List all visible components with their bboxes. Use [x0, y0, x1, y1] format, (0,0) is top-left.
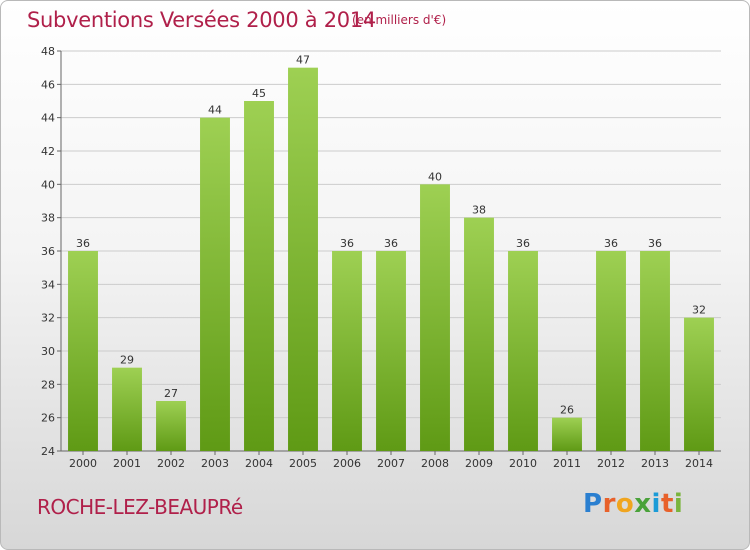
x-tick-label: 2001 [113, 457, 141, 470]
y-tick-label: 28 [41, 378, 55, 391]
x-tick-label: 2002 [157, 457, 185, 470]
bar[interactable] [420, 184, 450, 452]
y-tick-label: 24 [41, 445, 55, 458]
logo-letter: i [651, 489, 661, 519]
chart-title: Subventions Versées 2000 à 2014 [27, 8, 376, 32]
data-label: 36 [384, 237, 398, 250]
x-tick-label: 2011 [553, 457, 581, 470]
logo-letter: P [583, 489, 603, 519]
data-label: 32 [692, 304, 706, 317]
data-label: 36 [648, 237, 662, 250]
y-tick-label: 34 [41, 278, 55, 291]
y-tick-label: 36 [41, 245, 55, 258]
x-tick-label: 2006 [333, 457, 361, 470]
bar[interactable] [684, 317, 714, 451]
y-tick-label: 48 [41, 45, 55, 58]
x-tick-label: 2000 [69, 457, 97, 470]
data-label: 29 [120, 354, 134, 367]
bar[interactable] [112, 367, 142, 451]
place-name: ROCHE-LEZ-BEAUPRé [37, 495, 243, 519]
y-tick-label: 32 [41, 312, 55, 325]
x-tick-label: 2012 [597, 457, 625, 470]
bar[interactable] [376, 251, 406, 451]
logo-letter: t [660, 489, 674, 519]
data-label: 36 [516, 237, 530, 250]
data-label: 27 [164, 387, 178, 400]
bar[interactable] [640, 251, 670, 451]
bar[interactable] [508, 251, 538, 451]
bars [68, 67, 714, 452]
bar[interactable] [68, 251, 98, 451]
logo-letter: x [634, 489, 652, 519]
bar[interactable] [332, 251, 362, 451]
x-tick-label: 2010 [509, 457, 537, 470]
x-tick-label: 2005 [289, 457, 317, 470]
y-tick-label: 40 [41, 178, 55, 191]
data-label: 44 [208, 104, 222, 117]
x-tick-label: 2014 [685, 457, 713, 470]
x-tick-label: 2008 [421, 457, 449, 470]
bar[interactable] [464, 217, 494, 451]
bar[interactable] [552, 417, 582, 451]
logo-letter: o [615, 489, 635, 519]
y-tick-label: 26 [41, 412, 55, 425]
labels: 24 26 28 30 32 34 36 38 40 42 44 46 48 36 2000 29 2001 27… [41, 45, 713, 470]
x-tick-label: 2009 [465, 457, 493, 470]
y-tick-label: 38 [41, 212, 55, 225]
y-tick-label: 42 [41, 145, 55, 158]
x-tick-label: 2007 [377, 457, 405, 470]
logo-letter: i [673, 489, 684, 519]
proxiti-logo[interactable]: Proxiti [583, 489, 683, 519]
x-tick-label: 2004 [245, 457, 273, 470]
data-label: 36 [76, 237, 90, 250]
x-tick-label: 2013 [641, 457, 669, 470]
data-label: 38 [472, 204, 486, 217]
y-tick-label: 30 [41, 345, 55, 358]
x-tick-label: 2003 [201, 457, 229, 470]
data-label: 45 [252, 87, 266, 100]
data-label: 26 [560, 404, 574, 417]
bar[interactable] [244, 101, 274, 451]
bar[interactable] [200, 117, 230, 452]
chart-unit-subtitle: (en milliers d'€) [352, 13, 447, 27]
data-label: 36 [604, 237, 618, 250]
data-label: 47 [296, 54, 310, 67]
bar[interactable] [596, 251, 626, 451]
y-tick-label: 44 [41, 112, 55, 125]
y-tick-label: 46 [41, 78, 55, 91]
data-label: 40 [428, 170, 442, 183]
data-label: 36 [340, 237, 354, 250]
bar[interactable] [288, 67, 318, 452]
logo-letter: r [602, 489, 616, 519]
bar[interactable] [156, 401, 186, 451]
